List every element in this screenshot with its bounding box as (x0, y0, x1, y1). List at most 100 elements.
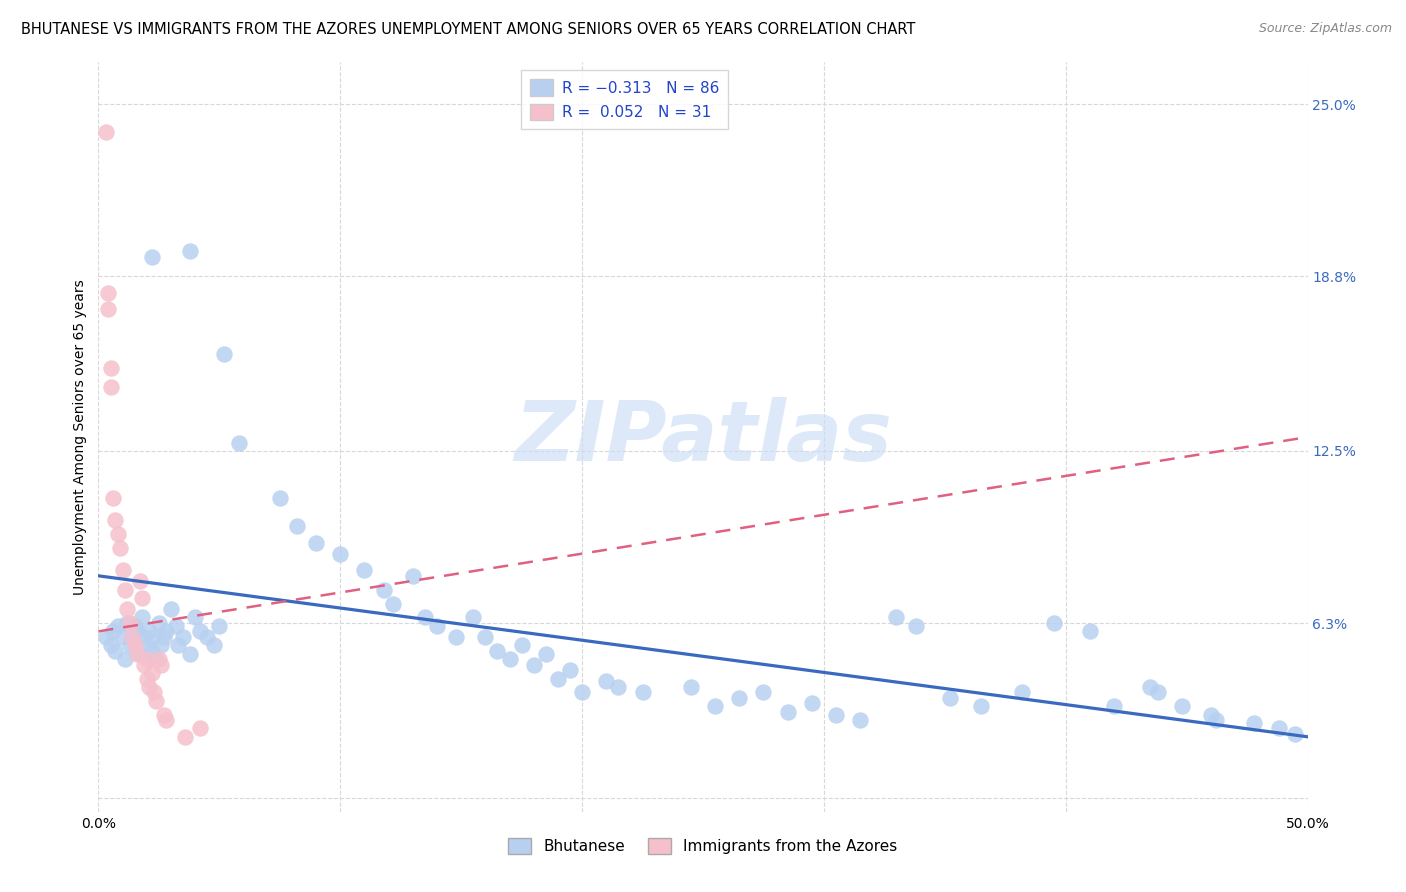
Point (117, 602, 139, 616)
Point (510, 638, 533, 652)
Point (135, 672, 157, 686)
Point (121, 630, 143, 644)
Point (135, 652, 157, 666)
Point (94, 125, 117, 139)
Point (134, 657, 156, 672)
Point (382, 597, 405, 611)
Text: Source: ZipAtlas.com: Source: ZipAtlas.com (1258, 22, 1392, 36)
Point (426, 619, 449, 633)
Point (134, 630, 156, 644)
Point (474, 630, 496, 644)
Point (547, 672, 569, 686)
Text: BHUTANESE VS IMMIGRANTS FROM THE AZORES UNEMPLOYMENT AMONG SENIORS OVER 65 YEARS: BHUTANESE VS IMMIGRANTS FROM THE AZORES … (21, 22, 915, 37)
Point (118, 615, 141, 630)
Point (172, 630, 194, 644)
Point (174, 730, 197, 744)
Point (886, 610, 908, 624)
Point (1171, 699, 1194, 714)
Point (305, 535, 328, 549)
Point (571, 685, 593, 699)
Point (353, 563, 375, 577)
Point (101, 624, 124, 639)
Point (1205, 713, 1227, 727)
Point (114, 582, 136, 597)
Point (329, 547, 352, 561)
Point (558, 663, 581, 677)
Point (117, 615, 139, 630)
Point (800, 697, 823, 711)
Point (776, 705, 799, 719)
Point (1042, 615, 1064, 630)
Point (152, 630, 174, 644)
Point (373, 582, 395, 597)
Point (100, 360, 122, 375)
Point (1011, 685, 1033, 699)
Point (138, 624, 160, 639)
Point (607, 680, 630, 694)
Point (152, 707, 174, 722)
Point (1199, 707, 1222, 722)
Point (1139, 680, 1161, 694)
Point (124, 638, 146, 652)
Legend: Bhutanese, Immigrants from the Azores: Bhutanese, Immigrants from the Azores (502, 831, 904, 860)
Y-axis label: Unemployment Among Seniors over 65 years: Unemployment Among Seniors over 65 years (73, 279, 87, 595)
Point (141, 250, 163, 264)
Point (165, 619, 187, 633)
Point (135, 638, 157, 652)
Point (904, 619, 927, 633)
Point (167, 638, 190, 652)
Point (107, 619, 129, 633)
Point (104, 513, 127, 527)
Point (155, 624, 177, 639)
Point (150, 638, 173, 652)
Point (595, 674, 617, 689)
Point (285, 519, 308, 533)
Point (111, 630, 134, 644)
Point (402, 569, 425, 583)
Point (143, 630, 166, 644)
Point (160, 602, 183, 616)
Point (523, 657, 546, 672)
Point (463, 610, 485, 624)
Point (114, 652, 136, 666)
Point (145, 652, 167, 666)
Point (128, 574, 150, 589)
Point (1267, 722, 1289, 736)
Point (97, 285, 120, 300)
Point (849, 713, 872, 727)
Point (94, 630, 117, 644)
Point (413, 610, 436, 624)
Point (269, 491, 291, 505)
Point (1243, 715, 1265, 730)
Point (107, 527, 129, 541)
Point (131, 610, 153, 624)
Point (111, 563, 134, 577)
Point (631, 685, 654, 699)
Point (970, 699, 993, 714)
Point (752, 685, 775, 699)
Point (108, 541, 131, 555)
Point (446, 630, 468, 644)
Point (728, 690, 751, 705)
Point (498, 652, 520, 666)
Point (141, 644, 163, 658)
Point (127, 624, 149, 639)
Point (188, 722, 211, 736)
Point (127, 647, 149, 661)
Point (1078, 624, 1101, 639)
Point (1146, 685, 1168, 699)
Point (208, 619, 231, 633)
Point (188, 624, 211, 639)
Point (148, 652, 170, 666)
Point (150, 657, 173, 672)
Text: ZIPatlas: ZIPatlas (515, 397, 891, 477)
Point (128, 647, 150, 661)
Point (534, 647, 557, 661)
Point (100, 380, 122, 394)
Point (938, 690, 960, 705)
Point (143, 685, 166, 699)
Point (679, 680, 702, 694)
Point (101, 491, 124, 505)
Point (179, 244, 201, 259)
Point (141, 665, 163, 680)
